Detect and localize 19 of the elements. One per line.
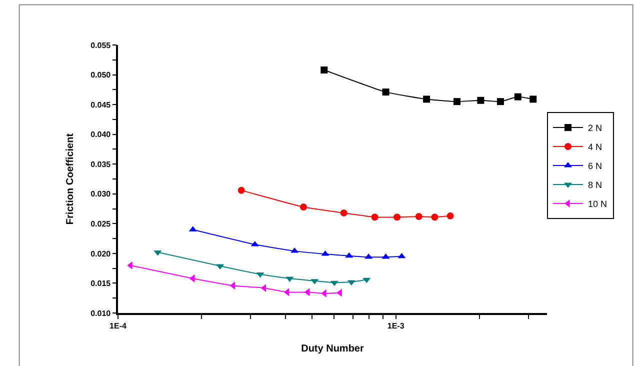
y-tick-label: 0.035 [90,160,112,169]
y-axis-title: Friction Coefficient [65,132,76,225]
y-tick-label: 0.030 [90,190,112,199]
legend-label: 6 N [588,161,602,172]
legend-label: 10 N [588,199,608,210]
y-tick-label: 0.010 [90,308,112,318]
y-tick-label: 0.050 [90,70,112,80]
y-tick-label: 0.020 [90,249,112,258]
x-tick-label: 1E-3 [387,321,405,330]
legend-label: 4 N [588,142,602,152]
legend-label: 2 N [588,123,602,134]
legend-label: 8 N [588,180,602,190]
x-tick-label: 1E-4 [110,321,127,330]
y-tick-label: 0.040 [90,130,112,140]
y-tick-label: 0.025 [90,219,112,228]
y-tick-label: 0.015 [90,279,112,288]
y-tick-label: 0.055 [90,40,112,50]
x-axis-title: Duty Number [301,343,364,354]
y-tick-label: 0.045 [90,100,112,110]
